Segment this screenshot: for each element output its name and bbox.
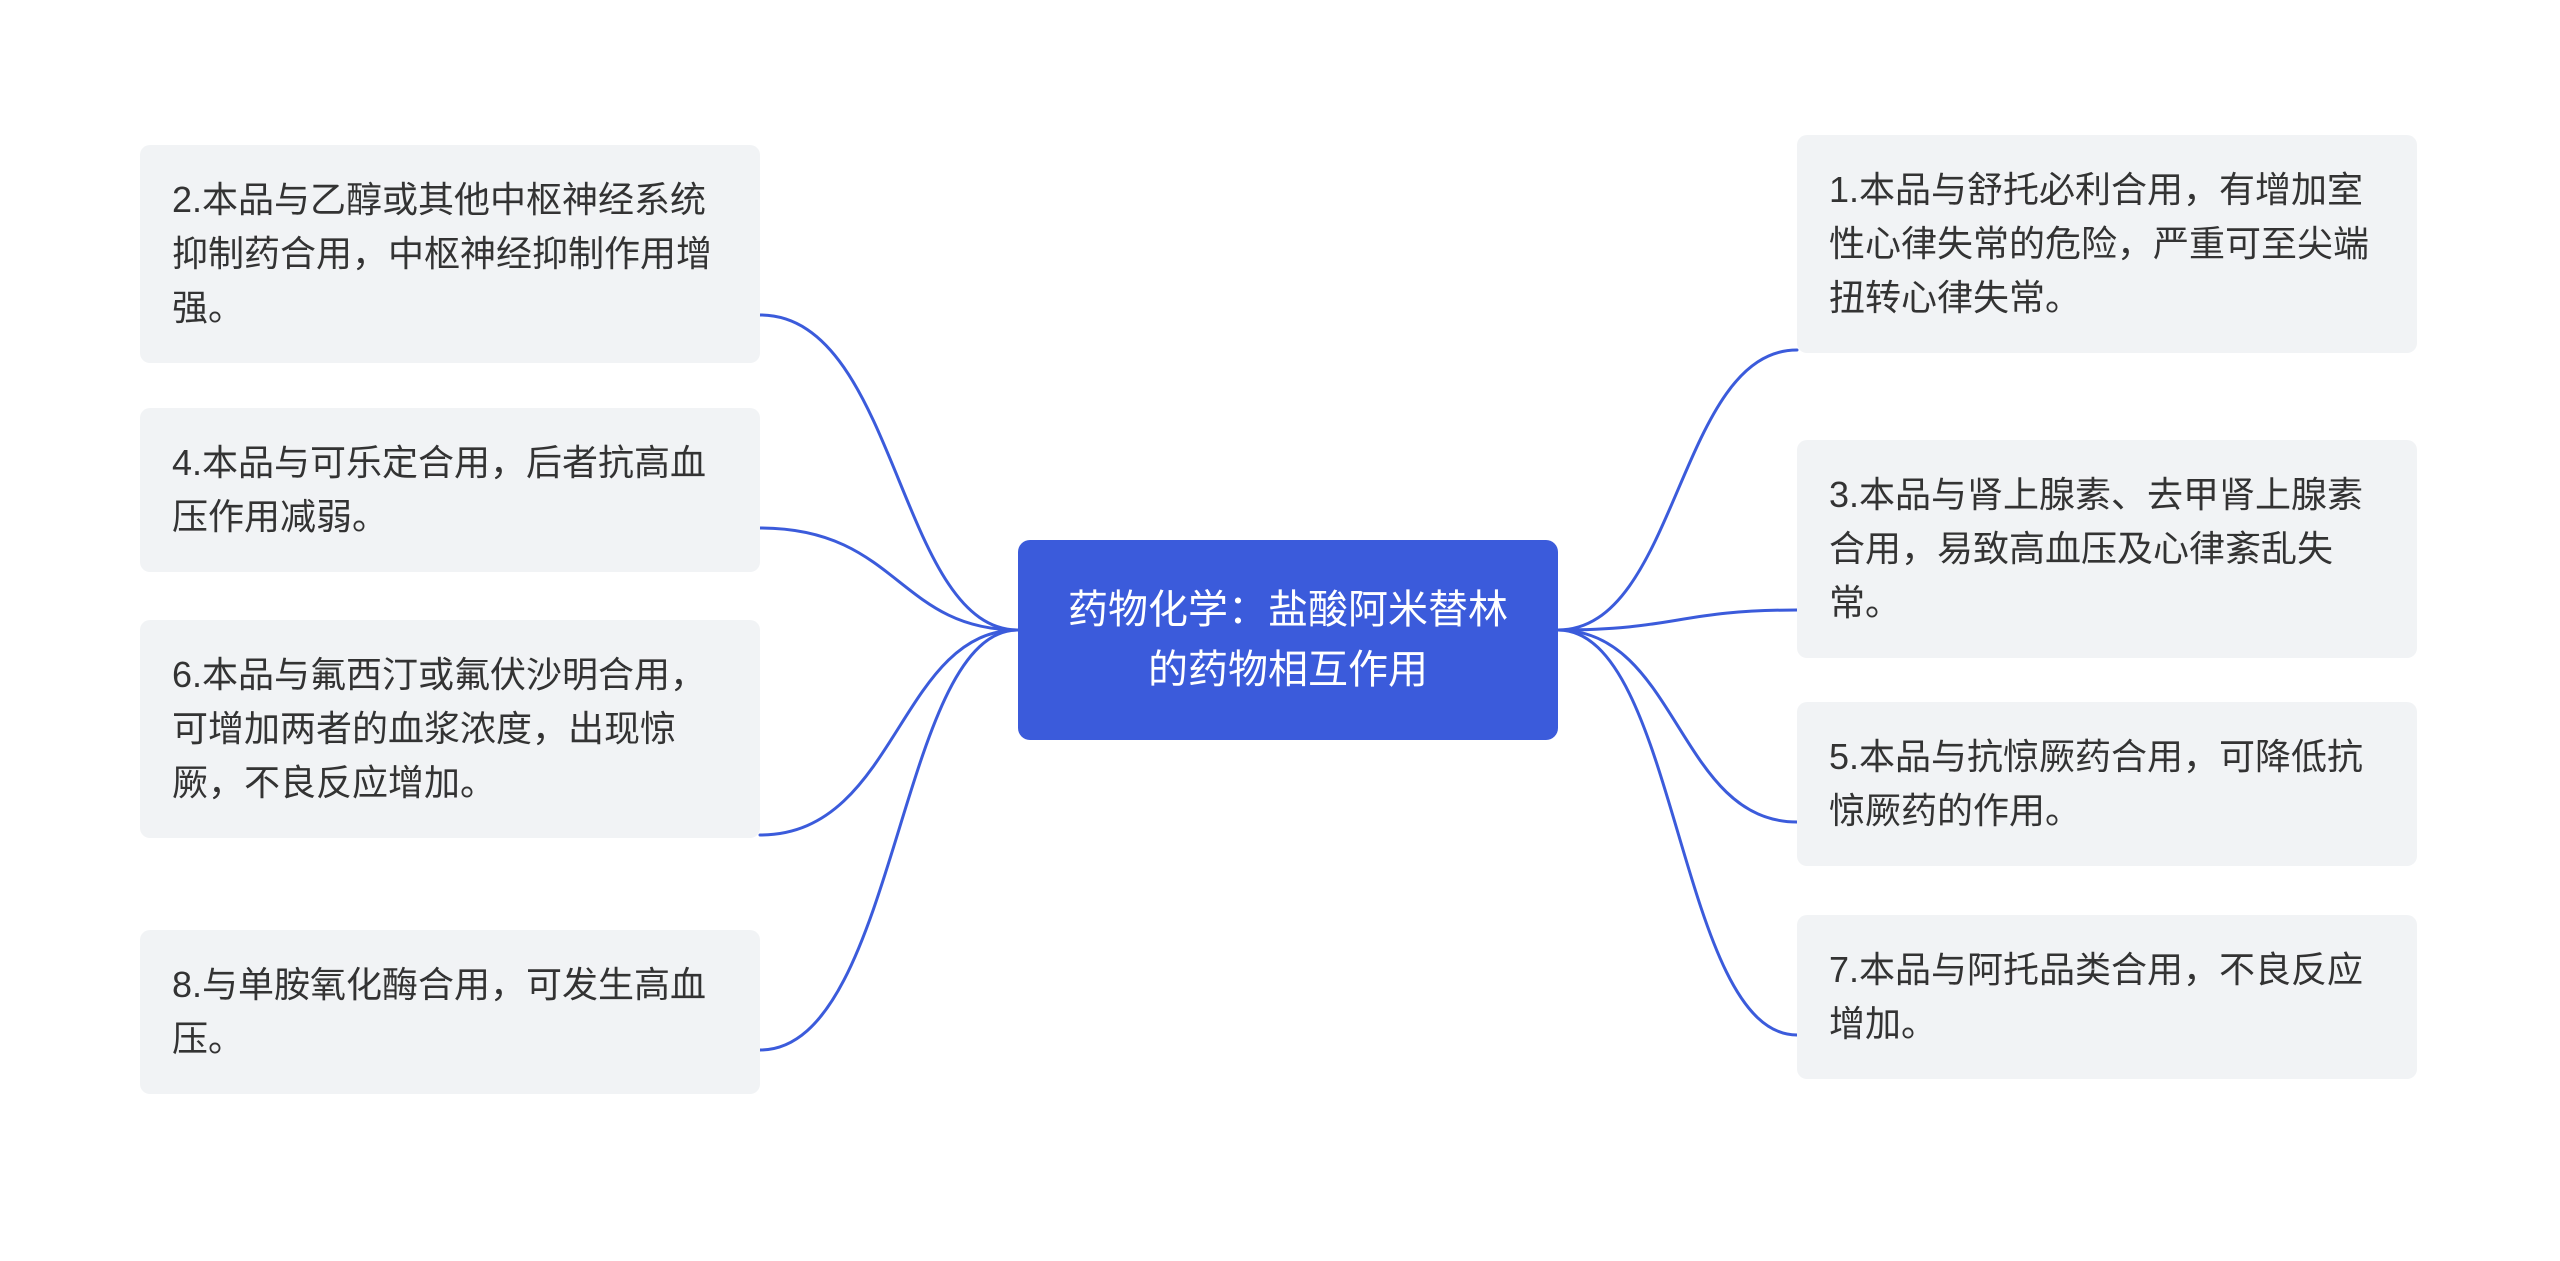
leaf-node-text: 5.本品与抗惊厥药合用，可降低抗惊厥药的作用。 xyxy=(1829,736,2363,831)
leaf-node-text: 6.本品与氟西汀或氟伏沙明合用，可增加两者的血浆浓度，出现惊厥，不良反应增加。 xyxy=(172,654,706,803)
leaf-node-right: 7.本品与阿托品类合用，不良反应增加。 xyxy=(1797,915,2417,1079)
leaf-node-text: 8.与单胺氧化酶合用，可发生高血压。 xyxy=(172,964,706,1059)
leaf-node-left: 8.与单胺氧化酶合用，可发生高血压。 xyxy=(140,930,760,1094)
leaf-node-right: 5.本品与抗惊厥药合用，可降低抗惊厥药的作用。 xyxy=(1797,702,2417,866)
leaf-node-text: 3.本品与肾上腺素、去甲肾上腺素合用，易致高血压及心律紊乱失常。 xyxy=(1829,474,2363,623)
leaf-node-text: 2.本品与乙醇或其他中枢神经系统抑制药合用，中枢神经抑制作用增强。 xyxy=(172,179,712,328)
mindmap-canvas: 树图 shutu.cn 树图 shutu.cn 药物化学：盐酸阿米替林的药物相互… xyxy=(0,0,2560,1261)
leaf-node-right: 3.本品与肾上腺素、去甲肾上腺素合用，易致高血压及心律紊乱失常。 xyxy=(1797,440,2417,658)
leaf-node-text: 7.本品与阿托品类合用，不良反应增加。 xyxy=(1829,949,2363,1044)
leaf-node-right: 1.本品与舒托必利合用，有增加室性心律失常的危险，严重可至尖端扭转心律失常。 xyxy=(1797,135,2417,353)
center-node: 药物化学：盐酸阿米替林的药物相互作用 xyxy=(1018,540,1558,740)
center-node-text: 药物化学：盐酸阿米替林的药物相互作用 xyxy=(1068,588,1508,692)
leaf-node-left: 2.本品与乙醇或其他中枢神经系统抑制药合用，中枢神经抑制作用增强。 xyxy=(140,145,760,363)
leaf-node-left: 4.本品与可乐定合用，后者抗高血压作用减弱。 xyxy=(140,408,760,572)
leaf-node-text: 1.本品与舒托必利合用，有增加室性心律失常的危险，严重可至尖端扭转心律失常。 xyxy=(1829,169,2369,318)
leaf-node-left: 6.本品与氟西汀或氟伏沙明合用，可增加两者的血浆浓度，出现惊厥，不良反应增加。 xyxy=(140,620,760,838)
leaf-node-text: 4.本品与可乐定合用，后者抗高血压作用减弱。 xyxy=(172,442,706,537)
